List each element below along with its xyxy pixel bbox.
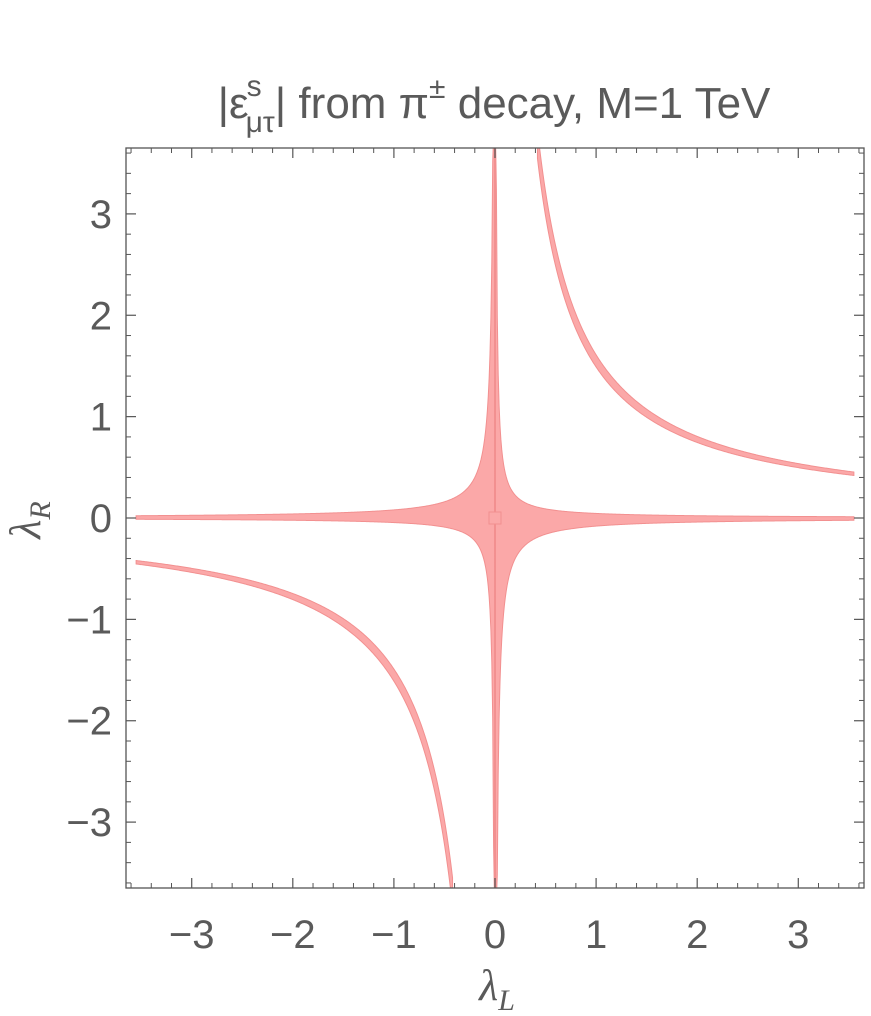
x-axis-label-base: λ: [477, 961, 498, 1010]
x-axis-label-sub: L: [497, 984, 515, 1016]
hyperbola-quadrant-I-band: [536, 148, 855, 477]
y-axis-label-base: λ: [1, 520, 50, 541]
title-prefix: |ε: [218, 79, 249, 128]
allowed-regions: [135, 148, 855, 888]
x-tick-label: −3: [169, 913, 215, 957]
y-tick-label: −3: [66, 801, 112, 845]
y-tick-label: 3: [90, 193, 112, 237]
x-tick-label: −2: [270, 913, 316, 957]
y-axis-label: λR: [1, 501, 57, 540]
y-tick-label: −1: [66, 598, 112, 642]
x-tick-label: 3: [787, 913, 809, 957]
cross-region-left: [135, 148, 495, 888]
axis-ticks: −3 −2 −1 0 1 2 3 −3 −2 −1 0 1 2 3: [66, 148, 864, 957]
title-subscript: μτ: [246, 106, 275, 139]
title-superscript-2: ±: [429, 72, 445, 105]
y-axis-label-sub: R: [24, 501, 57, 520]
cross-region-right: [495, 148, 855, 888]
x-tick-label: −1: [371, 913, 417, 957]
x-tick-label: 1: [585, 913, 607, 957]
y-tick-label: 2: [90, 294, 112, 338]
x-axis-label: λL: [477, 961, 515, 1016]
y-tick-label: −2: [66, 700, 112, 744]
cross-region-center: [488, 511, 502, 525]
y-tick-label: 1: [90, 396, 112, 440]
title-suffix: decay, M=1 TeV: [446, 79, 772, 128]
chart-title: |εs μτ| from π± decay, M=1 TeV: [218, 70, 771, 139]
title-superscript: s: [247, 70, 262, 103]
y-tick-label: 0: [90, 497, 112, 541]
title-middle: | from π: [275, 79, 429, 128]
hyperbola-quadrant-III-band: [135, 559, 454, 888]
x-tick-label: 2: [686, 913, 708, 957]
x-tick-label: 0: [484, 913, 506, 957]
